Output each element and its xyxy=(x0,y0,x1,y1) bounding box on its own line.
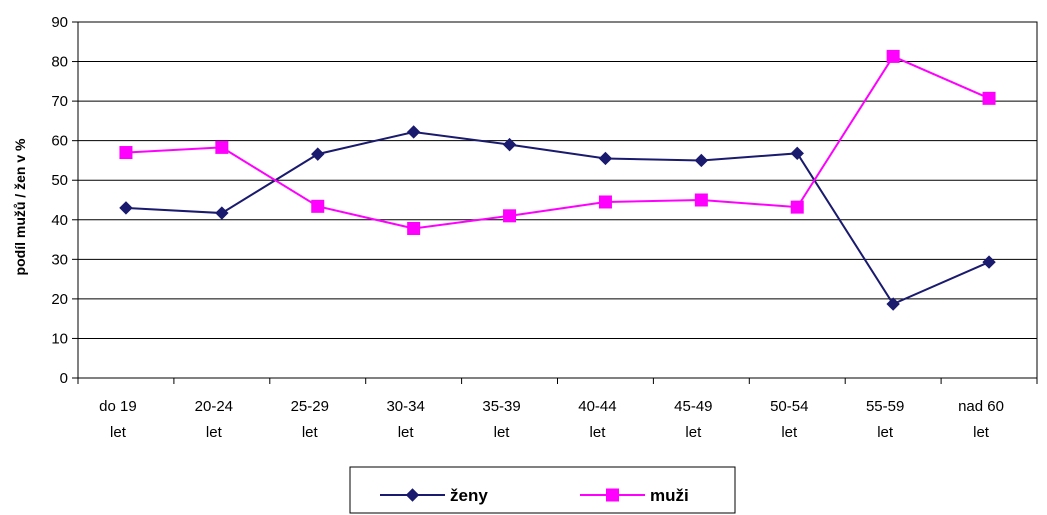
data-point xyxy=(502,137,517,152)
legend-marker xyxy=(405,488,420,502)
x-tick-label: 55-59 let xyxy=(866,398,904,441)
x-tick-label: 35-39 let xyxy=(482,398,520,441)
x-tick-label: 30-34 let xyxy=(386,398,424,441)
data-point xyxy=(215,206,229,220)
data-point xyxy=(790,146,804,161)
data-point xyxy=(598,195,612,209)
data-point xyxy=(598,151,613,166)
data-point xyxy=(311,147,325,161)
x-tick-label: nad 60 let xyxy=(958,398,1004,441)
x-tick-label: 40-44 let xyxy=(578,398,616,441)
legend-label: muži xyxy=(650,486,689,505)
x-tick-label: do 19 let xyxy=(99,398,137,441)
legend-item: ženy xyxy=(380,486,488,505)
gridlines xyxy=(78,21,1037,339)
series-line xyxy=(125,130,990,306)
x-tick-label: 20-24 let xyxy=(195,398,233,441)
legend-item: muži xyxy=(580,486,689,505)
data-point xyxy=(119,201,133,215)
series-muži xyxy=(119,49,996,235)
legend-label: ženy xyxy=(450,486,488,505)
data-point xyxy=(119,146,133,160)
plot-area xyxy=(77,21,1038,379)
data-point xyxy=(311,199,325,213)
data-point xyxy=(407,221,421,235)
data-point xyxy=(406,125,421,139)
data-point xyxy=(503,209,517,223)
data-point xyxy=(982,91,996,105)
data-point xyxy=(215,140,229,154)
data-point xyxy=(886,297,900,311)
series-line xyxy=(125,55,990,230)
legend: ženy muži xyxy=(349,466,736,514)
x-tick-label: 25-29 let xyxy=(291,398,329,441)
x-tick-label: 50-54 let xyxy=(770,398,808,441)
y-tick-label: 70 xyxy=(51,93,68,110)
legend-marker xyxy=(606,488,619,502)
y-tick-label: 20 xyxy=(51,291,68,308)
y-tick-label: 30 xyxy=(51,251,68,268)
y-tick-label: 60 xyxy=(51,133,68,150)
x-tick-label: 45-49 let xyxy=(674,398,712,441)
data-point xyxy=(694,153,709,168)
data-point xyxy=(982,255,996,269)
x-axis: do 19 let 20-24 let 25-29 let 30-34 let 35-39 let… xyxy=(77,378,1038,441)
y-axis-label: podíl mužů / žen v % xyxy=(12,138,28,275)
data-point xyxy=(790,200,804,214)
data-point xyxy=(886,49,900,63)
y-tick-label: 50 xyxy=(51,172,68,189)
y-tick-label: 80 xyxy=(51,54,68,71)
y-tick-label: 10 xyxy=(51,330,68,347)
series-layer xyxy=(119,49,996,311)
series-ženy xyxy=(119,125,996,311)
y-axis: 0 10 20 30 40 50 60 70 80 90 xyxy=(51,14,78,387)
y-tick-label: 0 xyxy=(60,370,68,387)
y-tick-label: 90 xyxy=(51,14,68,31)
y-tick-label: 40 xyxy=(51,212,68,229)
data-point xyxy=(694,193,708,207)
